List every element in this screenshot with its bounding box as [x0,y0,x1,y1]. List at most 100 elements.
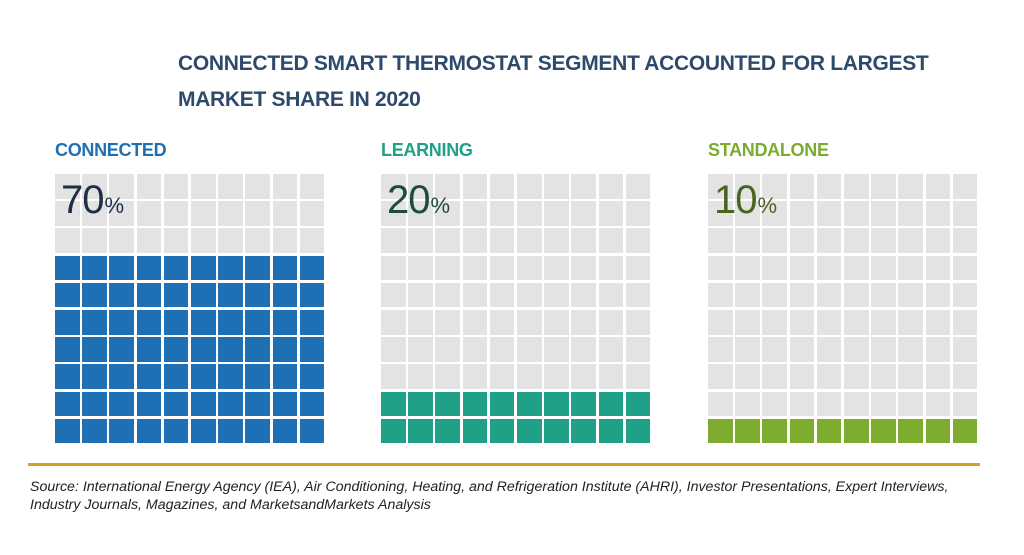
waffle-cell-empty [272,201,298,226]
waffle-cell-filled [299,391,325,417]
waffle-cell-filled [109,309,134,335]
waffle-cell-empty [245,174,270,199]
waffle-cell-filled [516,391,542,417]
waffle-cell-filled [272,418,298,444]
waffle-cell-empty [381,364,406,389]
waffle-cell-empty [762,255,787,281]
waffle-cell-empty [272,228,298,253]
waffle-cell-empty [136,174,162,199]
waffle-cell-empty [871,364,896,389]
waffle-cell-filled [55,337,80,362]
waffle-cell-empty [843,391,869,417]
waffle-cell-empty [925,255,951,281]
waffle-cell-empty [843,174,869,199]
waffle-cell-empty [871,228,896,253]
waffle-cell-empty [925,391,951,417]
waffle-cell-empty [871,201,896,226]
waffle-cell-empty [516,174,542,199]
waffle-cell-empty [925,282,951,308]
waffle-cell-empty [789,337,815,362]
waffle-cell-empty [762,282,787,308]
segment-value-number: 70 [61,178,104,222]
waffle-cell-empty [925,337,951,362]
waffle-cell-empty [789,201,815,226]
waffle-cell-empty [462,364,488,389]
waffle-cell-empty [843,228,869,253]
waffle-cell-filled [571,418,596,444]
waffle-cell-filled [190,337,216,362]
waffle-cell-empty [598,364,624,389]
waffle-cell-empty [82,228,107,253]
waffle-cell-empty [489,228,515,253]
waffle-cell-empty [571,228,596,253]
waffle-cell-empty [871,282,896,308]
waffle-cell-empty [82,174,107,199]
waffle-cell-empty [516,364,542,389]
waffle-cell-empty [598,309,624,335]
waffle-cell-empty [735,201,760,226]
waffle-cell-empty [462,337,488,362]
waffle-cell-filled [571,391,596,417]
waffle-cell-empty [625,282,651,308]
waffle-cell-empty [952,309,978,335]
waffle-cell-empty [489,364,515,389]
waffle-cell-empty [898,391,923,417]
waffle-cell-empty [762,174,787,199]
waffle-cell-empty [789,309,815,335]
waffle-cell-empty [598,282,624,308]
percent-sign: % [757,193,778,218]
segment-value: 20% [387,178,450,228]
waffle-cell-empty [516,282,542,308]
waffle-cell-filled [625,391,651,417]
waffle-cell-empty [109,228,134,253]
waffle-cell-empty [381,309,406,335]
percent-sign: % [430,193,451,218]
waffle-cell-empty [735,255,760,281]
waffle-cell-empty [762,391,787,417]
waffle-cell-filled [435,391,460,417]
waffle-cell-filled [190,309,216,335]
segment-value: 70% [61,178,124,228]
waffle-cell-empty [136,201,162,226]
waffle-cell-filled [381,418,406,444]
waffle-cell-empty [489,282,515,308]
waffle-cell-empty [708,174,733,199]
waffle-cell-empty [462,309,488,335]
waffle-cell-empty [136,228,162,253]
waffle-cell-empty [408,282,433,308]
waffle-cell-empty [598,255,624,281]
waffle-cell-empty [571,174,596,199]
waffle-cell-empty [598,174,624,199]
waffle-cell-empty [843,337,869,362]
waffle-cell-filled [898,418,923,444]
waffle-cell-filled [272,255,298,281]
waffle-cell-empty [898,282,923,308]
waffle-cell-filled [245,391,270,417]
waffle-cell-empty [952,174,978,199]
waffle-cell-empty [218,228,243,253]
segment-label: STANDALONE [708,140,829,160]
waffle-cell-filled [55,255,80,281]
waffle-cell-filled [218,418,243,444]
waffle-cell-empty [516,255,542,281]
waffle-cell-empty [925,201,951,226]
waffle-cell-filled [55,391,80,417]
waffle-cell-empty [789,174,815,199]
waffle-cell-empty [489,309,515,335]
waffle-cell-filled [952,418,978,444]
waffle-cell-filled [163,418,189,444]
waffle-cell-empty [109,174,134,199]
waffle-cell-empty [898,174,923,199]
waffle-cell-empty [952,282,978,308]
waffle-cell-empty [109,201,134,226]
waffle-cell-filled [163,282,189,308]
waffle-cell-empty [816,201,842,226]
waffle-cell-filled [516,418,542,444]
waffle-cell-filled [109,364,134,389]
waffle-cell-empty [789,228,815,253]
waffle-cell-filled [55,282,80,308]
waffle-cell-empty [816,337,842,362]
waffle-cell-empty [544,309,569,335]
waffle-cell-filled [408,391,433,417]
waffle-cell-filled [245,337,270,362]
